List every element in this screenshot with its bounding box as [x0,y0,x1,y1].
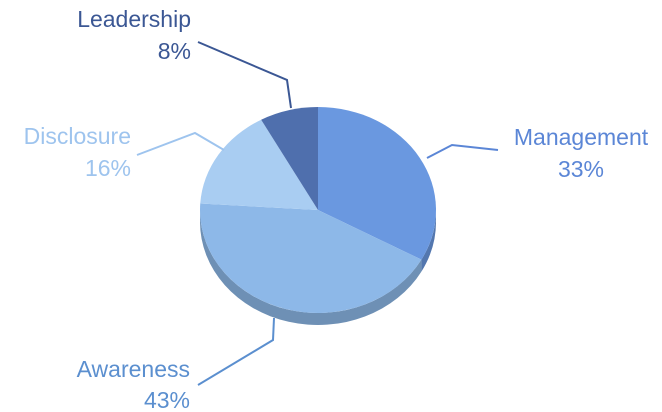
data-value-disclosure: 16% [85,155,131,181]
pie-depth [200,210,436,325]
data-value-awareness: 43% [144,387,190,412]
data-label-disclosure: Disclosure [24,123,131,149]
pie-slices [200,107,437,313]
data-value-leadership: 8% [158,38,191,64]
data-labels: Management 33% Awareness 43% Disclosure 16% Le… [24,6,649,412]
data-label-leadership: Leadership [77,6,191,32]
leader-line-disclosure [136,131,225,156]
data-value-management: 33% [558,156,604,182]
leader-lines [136,41,499,386]
data-label-awareness: Awareness [77,356,190,382]
pie-slice-awareness [200,203,422,313]
data-label-management: Management [514,124,649,150]
leader-line-management [426,143,499,159]
pie-slice-disclosure [200,119,318,210]
leader-line-leadership [197,41,292,109]
pie-slice-leadership [261,107,318,210]
pie-slice-management [318,107,437,260]
leader-line-awareness [197,317,275,386]
pie-side-management [421,210,436,272]
